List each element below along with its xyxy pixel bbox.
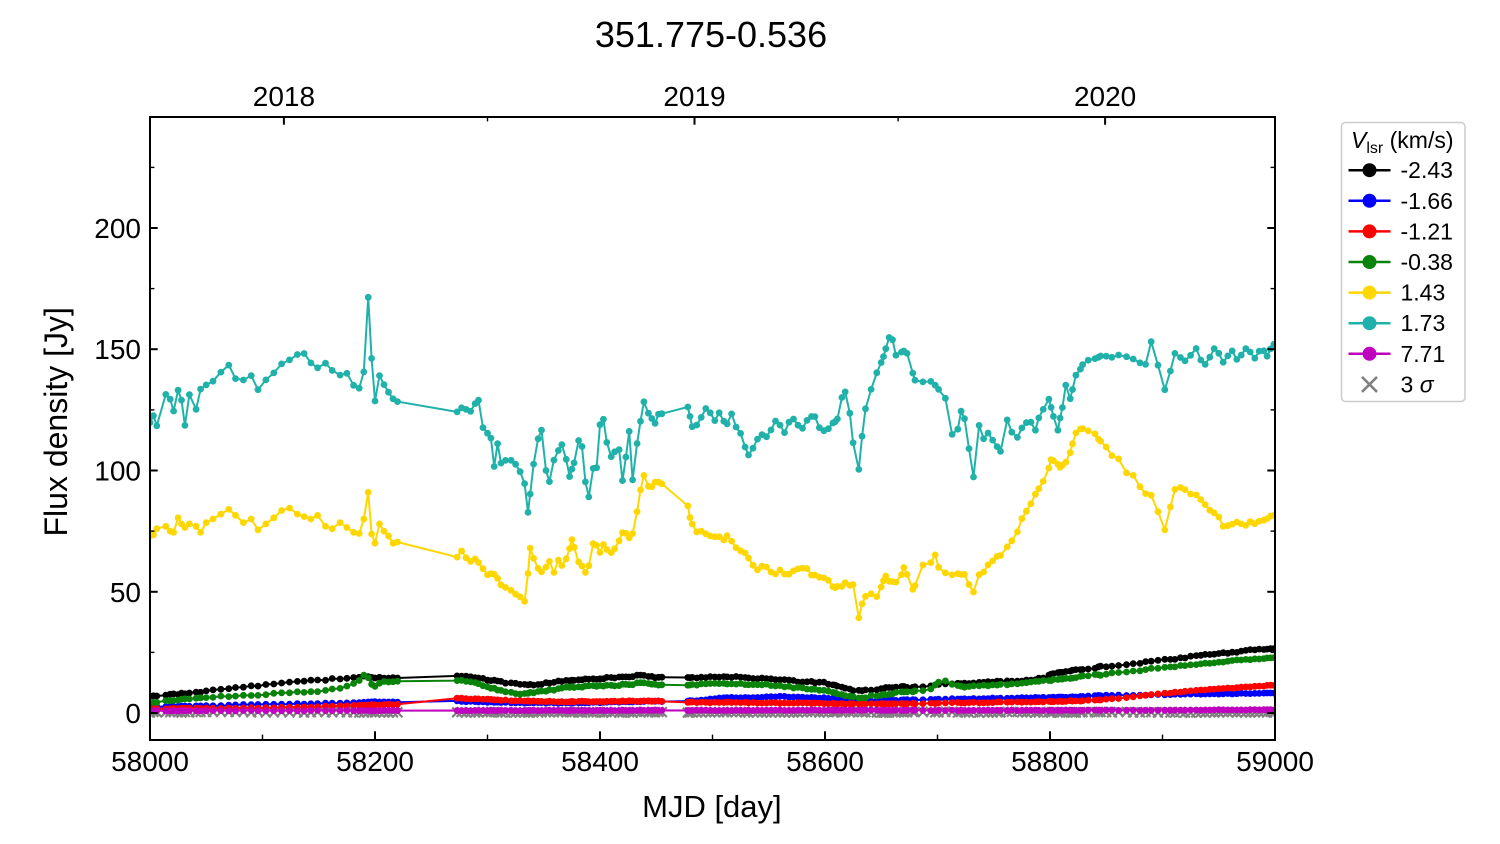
svg-text:Flux density [Jy]: Flux density [Jy] [38,307,74,536]
svg-text:-1.66: -1.66 [1401,188,1453,214]
svg-text:150: 150 [94,334,141,365]
svg-text:7.71: 7.71 [1401,341,1446,367]
svg-text:58800: 58800 [1011,746,1089,777]
svg-text:-1.21: -1.21 [1401,218,1453,244]
svg-text:351.775-0.536: 351.775-0.536 [595,14,827,55]
svg-text:58000: 58000 [111,746,189,777]
svg-text:2019: 2019 [663,81,725,112]
svg-text:59000: 59000 [1236,746,1314,777]
svg-text:58600: 58600 [786,746,864,777]
svg-text:2018: 2018 [253,81,315,112]
svg-text:58200: 58200 [336,746,414,777]
svg-text:-0.38: -0.38 [1401,249,1453,275]
svg-text:58400: 58400 [561,746,639,777]
svg-text:3 σ: 3 σ [1401,371,1435,397]
svg-text:1.43: 1.43 [1401,280,1446,306]
svg-text:2020: 2020 [1074,81,1136,112]
svg-text:50: 50 [110,577,141,608]
svg-text:-2.43: -2.43 [1401,157,1453,183]
svg-text:MJD [day]: MJD [day] [642,789,782,824]
svg-text:100: 100 [94,456,141,487]
svg-text:0: 0 [125,698,141,729]
svg-text:1.73: 1.73 [1401,310,1446,336]
svg-text:Vlsr (km/s): Vlsr (km/s) [1351,127,1454,157]
svg-text:200: 200 [94,213,141,244]
